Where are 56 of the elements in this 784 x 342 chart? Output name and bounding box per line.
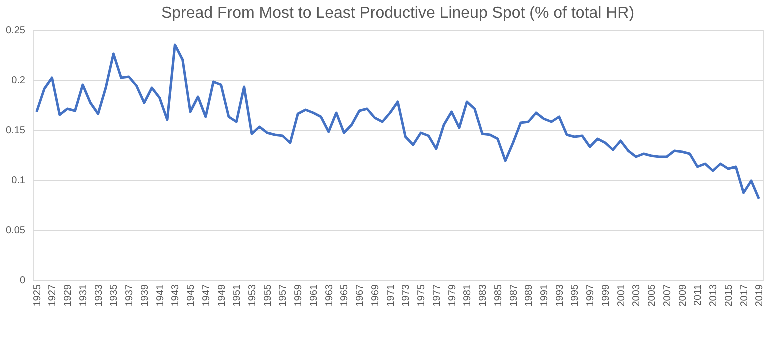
x-tick-label: 1953 bbox=[248, 284, 258, 307]
x-tick-label: 1955 bbox=[262, 284, 274, 307]
x-tick-label: 1995 bbox=[570, 284, 582, 307]
x-tick-label: 2019 bbox=[754, 284, 766, 307]
y-tick-label: 0.15 bbox=[6, 126, 26, 136]
x-tick-label: 2011 bbox=[693, 284, 704, 306]
x-tick-label: 1971 bbox=[386, 284, 397, 307]
chart-title: Spread From Most to Least Productive Lineup Spot (% of total HR) bbox=[161, 5, 635, 22]
x-tick-label: 2005 bbox=[647, 284, 658, 307]
x-tick-label: 1963 bbox=[324, 284, 336, 307]
x-tick-label: 2001 bbox=[616, 284, 628, 307]
x-tick-label: 1959 bbox=[294, 284, 305, 307]
x-tick-label: 1993 bbox=[554, 284, 566, 307]
x-tick-label: 1957 bbox=[278, 284, 290, 307]
x-tick-label: 1991 bbox=[540, 284, 550, 307]
x-tick-label: 1975 bbox=[416, 284, 428, 307]
x-tick-label: 1961 bbox=[308, 284, 320, 307]
x-tick-label: 1965 bbox=[340, 284, 351, 307]
x-tick-label: 1983 bbox=[478, 284, 490, 307]
line-series bbox=[36, 44, 760, 200]
x-tick-label: 1931 bbox=[78, 284, 90, 307]
x-tick-label: 1969 bbox=[370, 284, 382, 307]
x-tick-label: 2003 bbox=[632, 284, 643, 307]
x-tick-label: 1935 bbox=[109, 284, 120, 307]
x-tick-label: 1999 bbox=[600, 284, 612, 307]
x-tick-label: 2013 bbox=[708, 284, 720, 307]
x-tick-label: 1967 bbox=[355, 284, 366, 307]
x-tick-label: 2015 bbox=[724, 284, 735, 307]
y-tick-label: 0.1 bbox=[12, 176, 26, 186]
x-tick-label: 1951 bbox=[232, 284, 244, 307]
y-tick-label: 0.05 bbox=[6, 226, 26, 236]
x-tick-label: 1981 bbox=[462, 284, 474, 307]
y-tick-label: 0.25 bbox=[6, 26, 26, 36]
x-tick-label: 1997 bbox=[586, 284, 597, 307]
x-tick-label: 1947 bbox=[201, 284, 212, 307]
x-tick-label: 1929 bbox=[63, 284, 74, 307]
x-tick-label: 1925 bbox=[32, 284, 44, 307]
x-tick-label: 1985 bbox=[493, 284, 504, 307]
x-tick-label: 1987 bbox=[508, 284, 520, 307]
x-tick-label: 1927 bbox=[48, 284, 59, 307]
x-tick-label: 1945 bbox=[186, 284, 198, 307]
y-tick-label: 0.2 bbox=[12, 76, 26, 86]
x-tick-label: 2009 bbox=[678, 284, 689, 307]
x-tick-label: 2017 bbox=[739, 284, 750, 307]
x-tick-label: 1989 bbox=[524, 284, 536, 307]
x-tick-label: 1933 bbox=[94, 284, 105, 307]
x-tick-label: 1941 bbox=[155, 284, 166, 307]
x-tick-label: 1979 bbox=[447, 284, 458, 307]
y-tick-label: 0 bbox=[20, 276, 26, 286]
x-tick-label: 1943 bbox=[170, 284, 182, 307]
x-tick-label: 1949 bbox=[216, 284, 228, 307]
x-tick-label: 1939 bbox=[140, 284, 151, 307]
x-tick-label: 2007 bbox=[662, 284, 674, 307]
x-tick-label: 1937 bbox=[124, 284, 136, 307]
x-tick-label: 1973 bbox=[401, 284, 412, 307]
x-tick-label: 1977 bbox=[432, 284, 443, 307]
